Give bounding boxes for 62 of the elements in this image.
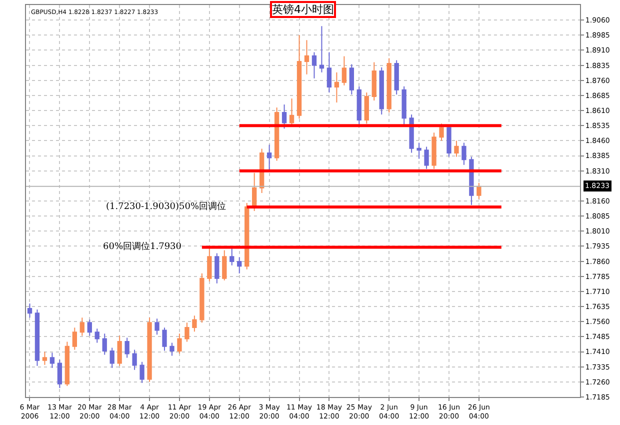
candlestick bbox=[252, 172, 257, 212]
candlestick bbox=[117, 335, 122, 366]
candlestick bbox=[326, 52, 332, 93]
candlestick bbox=[102, 333, 107, 356]
candlestick bbox=[200, 272, 204, 324]
candlestick bbox=[192, 315, 197, 332]
candlestick bbox=[372, 62, 376, 101]
candlestick bbox=[124, 337, 130, 358]
candlestick bbox=[94, 328, 100, 344]
candlestick bbox=[80, 317, 84, 336]
candlestick bbox=[230, 248, 234, 266]
candlestick bbox=[402, 86, 406, 126]
candlestick bbox=[87, 319, 92, 336]
chart-title: 英镑4小时图 bbox=[272, 3, 334, 16]
candlestick bbox=[214, 252, 220, 284]
candlestick bbox=[304, 40, 310, 75]
candlestick bbox=[424, 146, 429, 170]
candlestick bbox=[110, 347, 114, 368]
candlestick bbox=[476, 182, 482, 200]
candlestick bbox=[207, 246, 212, 282]
candlestick bbox=[439, 123, 444, 142]
candlestick bbox=[319, 26, 324, 73]
annotation: (1.7230-1.9030)50%回调位 bbox=[106, 201, 226, 212]
candlestick bbox=[132, 349, 137, 370]
candlestick bbox=[266, 144, 272, 172]
candlestick bbox=[222, 250, 227, 281]
candlestick bbox=[140, 361, 144, 384]
candlestick bbox=[170, 342, 174, 356]
candlestick bbox=[147, 317, 152, 382]
candlestick bbox=[446, 124, 452, 158]
candlestick bbox=[416, 142, 422, 160]
candlestick bbox=[27, 303, 32, 318]
candlestick bbox=[432, 132, 436, 170]
candlestick bbox=[454, 140, 459, 158]
candlestick bbox=[42, 351, 48, 366]
candlestick bbox=[184, 322, 190, 342]
candlestick bbox=[237, 256, 242, 274]
candlestick bbox=[244, 202, 250, 270]
candlestick bbox=[50, 352, 55, 368]
candlestick bbox=[177, 333, 182, 354]
candlestick bbox=[334, 72, 340, 103]
candlestick bbox=[356, 86, 362, 126]
candlestick bbox=[386, 58, 392, 114]
candlestick bbox=[379, 66, 384, 116]
candlestick bbox=[349, 64, 354, 95]
candlestick bbox=[274, 107, 280, 162]
candlestick bbox=[469, 156, 474, 206]
candlestick bbox=[57, 359, 62, 388]
annotation: 60%回调位1.7930 bbox=[103, 241, 182, 252]
candlestick bbox=[342, 56, 347, 86]
candlestick bbox=[64, 341, 70, 386]
candlestick bbox=[72, 327, 77, 350]
candlestick bbox=[364, 92, 369, 124]
candlestick bbox=[296, 34, 302, 120]
candlestick bbox=[312, 52, 317, 79]
candlestick bbox=[162, 327, 167, 352]
candlestick bbox=[282, 104, 287, 130]
candlestick bbox=[409, 114, 414, 154]
candlestick bbox=[394, 60, 399, 95]
candlestick bbox=[154, 318, 160, 336]
candlestick bbox=[34, 309, 40, 366]
candlestick bbox=[462, 142, 466, 166]
